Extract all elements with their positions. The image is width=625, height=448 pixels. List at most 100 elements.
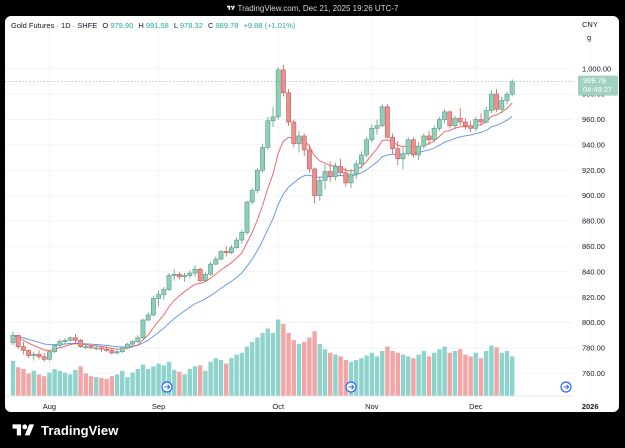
candle-body — [384, 106, 390, 138]
candle-body — [234, 239, 239, 248]
price-tick-label: 780.00 — [582, 344, 605, 353]
volume-bar — [244, 346, 250, 396]
timescale-mark-nov[interactable] — [345, 381, 357, 393]
price-scale[interactable]: CNY g 1,000.00980.00960.00940.00920.0090… — [578, 20, 618, 378]
candle-body — [187, 272, 193, 276]
volume-bar — [208, 361, 213, 396]
volume-bar — [151, 366, 156, 396]
candle-body — [36, 353, 42, 358]
volume-bar — [494, 347, 499, 396]
candle-body — [104, 348, 109, 351]
candle-body — [421, 135, 427, 147]
volume-bar — [369, 352, 374, 396]
candle-body — [161, 289, 167, 295]
time-axis-label: Sep — [152, 402, 165, 411]
price-tick-label: 900.00 — [582, 191, 605, 200]
time-axis-label: Dec — [469, 402, 483, 411]
chart-legend: Gold Futures · 1D · SHFE O 979.90 H 991.… — [11, 21, 296, 30]
candle-body — [478, 119, 484, 123]
candle-body — [504, 93, 510, 101]
candle-body — [145, 314, 151, 321]
volume-bar — [16, 367, 21, 396]
volume-bar — [146, 369, 151, 396]
candle-body — [31, 353, 37, 356]
timescale-mark-sep[interactable] — [161, 381, 173, 393]
price-tick-label: 920.00 — [582, 166, 605, 175]
volume-bar — [281, 324, 286, 396]
volume-bar — [395, 352, 400, 396]
volume-bar — [229, 358, 234, 396]
candle-body — [265, 120, 271, 148]
tradingview-brand[interactable]: TradingView — [12, 422, 118, 439]
candle-body — [177, 274, 182, 278]
price-tick-label: 820.00 — [582, 293, 605, 302]
candle-body — [41, 356, 47, 360]
volume-bar — [161, 365, 166, 396]
volume-bar — [307, 337, 312, 396]
volume-bar — [380, 351, 385, 396]
volume-bar — [78, 366, 83, 396]
candle-body — [239, 232, 245, 241]
volume-bar — [406, 356, 411, 396]
volume-bar — [296, 343, 302, 396]
volume-bar — [463, 354, 468, 396]
candle-body — [151, 298, 156, 316]
candle-body — [296, 135, 302, 144]
candle-body — [332, 166, 338, 177]
volume-bar — [125, 377, 130, 396]
candle-body — [62, 340, 68, 342]
candle-body — [410, 139, 416, 156]
volume-bar — [473, 352, 478, 396]
legend-high-value: 991.58 — [146, 21, 169, 30]
candle-body — [317, 180, 323, 196]
legend-low-value: 978.32 — [180, 21, 203, 30]
candle-body — [192, 268, 198, 274]
candle-body — [431, 128, 437, 141]
volume-bar — [302, 342, 307, 396]
candle-body — [426, 135, 432, 141]
candle-body — [26, 350, 31, 356]
chart-panel[interactable]: Gold Futures · 1D · SHFE O 979.90 H 991.… — [5, 16, 619, 412]
volume-bar — [354, 360, 359, 396]
volume-bar — [452, 351, 458, 396]
candle-body — [166, 275, 172, 290]
candle-body — [452, 117, 458, 127]
price-tick-label: 880.00 — [582, 217, 605, 226]
volume-bar — [140, 364, 146, 396]
volume-bar — [83, 373, 88, 396]
volume-bar — [120, 370, 125, 396]
legend-low-label: L — [174, 21, 178, 30]
volume-bar — [286, 333, 291, 396]
candle-body — [140, 319, 146, 339]
price-tick-labels: 1,000.00980.00960.00940.00920.00900.0088… — [582, 64, 611, 378]
legend-open-value: 979.90 — [110, 21, 133, 30]
candle-body — [462, 121, 468, 127]
candle-body — [119, 347, 125, 353]
candle-body — [353, 163, 359, 175]
candlestick-chart[interactable]: Gold Futures · 1D · SHFE O 979.90 H 991.… — [5, 16, 619, 412]
volume-bar — [255, 337, 260, 396]
price-tick-label: 960.00 — [582, 115, 605, 124]
volume-bar — [10, 360, 16, 396]
timescale-mark-2026[interactable] — [560, 381, 572, 393]
candle-body — [509, 81, 515, 95]
time-axis-label: 2026 — [582, 402, 599, 411]
candles[interactable] — [10, 64, 515, 362]
candle-body — [15, 334, 21, 347]
volume-bar — [317, 343, 322, 396]
volume-bar — [437, 349, 442, 396]
candle-body — [46, 351, 52, 360]
volume-bar — [333, 354, 338, 396]
volume-bar — [239, 352, 244, 396]
volume-bar — [260, 333, 265, 396]
volume-bar — [416, 354, 421, 396]
last-price-value: 989.78 — [583, 76, 606, 85]
volume-bar — [182, 374, 187, 396]
legend-high-label: H — [138, 21, 143, 30]
volume-bar — [468, 356, 473, 396]
candle-body — [390, 136, 395, 149]
volume-bar — [390, 351, 395, 396]
volume-bar — [359, 358, 364, 396]
candle-body — [483, 110, 489, 123]
volume-bar — [36, 374, 42, 396]
